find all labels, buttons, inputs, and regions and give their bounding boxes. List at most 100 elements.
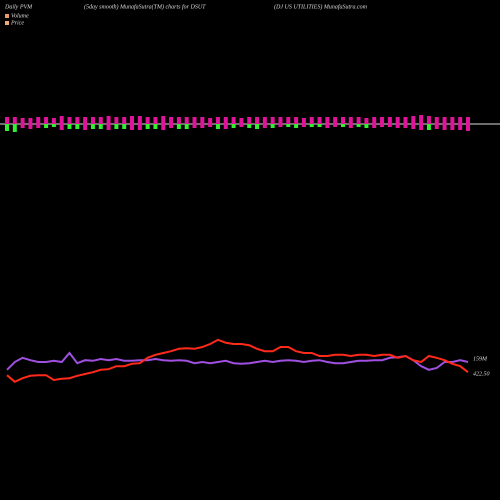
- down-bar: [286, 124, 291, 127]
- up-bar: [90, 117, 95, 124]
- end-label: 422.50: [473, 371, 490, 378]
- down-bar: [247, 124, 252, 128]
- up-bar: [333, 117, 338, 124]
- up-bar: [192, 117, 197, 124]
- down-bar: [356, 124, 361, 127]
- up-bar: [83, 117, 88, 124]
- up-bar: [106, 116, 111, 124]
- down-bar: [270, 124, 275, 128]
- down-bar: [426, 124, 431, 130]
- down-bar: [419, 124, 424, 130]
- up-bar: [301, 118, 306, 124]
- up-bar: [419, 115, 424, 124]
- up-bar: [223, 117, 228, 124]
- up-bar: [450, 117, 455, 124]
- down-bar: [51, 124, 56, 127]
- up-bar: [12, 117, 17, 124]
- up-bar: [161, 116, 166, 124]
- down-bar: [458, 124, 463, 130]
- up-bar: [153, 117, 158, 124]
- down-bar: [372, 124, 377, 128]
- up-bar: [231, 117, 236, 124]
- up-bar: [169, 117, 174, 124]
- up-bar: [247, 117, 252, 124]
- down-bar: [223, 124, 228, 129]
- up-bar: [137, 116, 142, 124]
- series-line: [6, 338, 469, 383]
- down-bar: [184, 124, 189, 129]
- down-bar: [348, 124, 353, 128]
- down-bar: [5, 124, 9, 131]
- down-bar: [169, 124, 174, 128]
- down-bar: [450, 124, 455, 130]
- up-bar: [20, 118, 25, 124]
- down-bar: [130, 124, 135, 130]
- down-bar: [12, 124, 17, 132]
- down-bar: [294, 124, 299, 128]
- up-bar: [348, 117, 353, 124]
- up-bar: [411, 116, 416, 124]
- legend-label: Price: [10, 20, 24, 26]
- up-bar: [44, 117, 49, 124]
- up-bar: [380, 117, 385, 124]
- down-bar: [403, 124, 408, 128]
- up-bar: [294, 117, 299, 124]
- up-bar: [176, 117, 181, 124]
- title-left: Daily PVM: [4, 4, 33, 10]
- down-bar: [36, 124, 41, 128]
- down-bar: [325, 124, 330, 128]
- up-bar: [67, 117, 72, 124]
- down-bar: [161, 124, 166, 130]
- up-bar: [286, 117, 291, 124]
- up-bar: [59, 116, 64, 124]
- up-bar: [75, 117, 80, 124]
- up-bar: [208, 118, 213, 124]
- title-right: (DJ US UTILITIES) MunafaSutra.com: [274, 3, 368, 10]
- down-bar: [395, 124, 400, 128]
- down-bar: [380, 124, 385, 127]
- title: (5day smooth) MunafaSutra(TM) charts for…: [84, 3, 206, 10]
- down-bar: [333, 124, 338, 127]
- down-bar: [231, 124, 236, 128]
- up-bar: [434, 117, 439, 124]
- down-bar: [215, 124, 220, 129]
- up-bar: [466, 117, 470, 124]
- down-bar: [90, 124, 95, 129]
- up-bar: [114, 117, 119, 124]
- down-bar: [192, 124, 197, 128]
- series-line: [6, 351, 469, 371]
- up-bar: [36, 117, 41, 124]
- up-bar: [51, 118, 56, 124]
- down-bar: [309, 124, 314, 127]
- up-bar: [200, 117, 205, 124]
- up-bar: [356, 117, 361, 124]
- up-bar: [317, 117, 322, 124]
- up-bar: [5, 117, 9, 124]
- up-bar: [270, 117, 275, 124]
- up-bar: [122, 117, 127, 124]
- down-bar: [364, 124, 369, 128]
- down-bar: [75, 124, 80, 129]
- up-bar: [387, 117, 392, 124]
- up-bar: [278, 117, 283, 124]
- up-bar: [325, 117, 330, 124]
- down-bar: [28, 124, 33, 129]
- legend-swatch: [5, 14, 9, 18]
- down-bar: [208, 124, 213, 127]
- down-bar: [317, 124, 322, 127]
- up-bar: [98, 117, 103, 124]
- up-bar: [458, 117, 463, 124]
- down-bar: [239, 124, 244, 127]
- down-bar: [301, 124, 306, 127]
- down-bar: [83, 124, 88, 130]
- up-bar: [215, 117, 220, 124]
- legend-swatch: [5, 21, 9, 25]
- up-bar: [184, 117, 189, 124]
- down-bar: [442, 124, 447, 130]
- down-bar: [466, 124, 470, 131]
- up-bar: [426, 116, 431, 124]
- down-bar: [176, 124, 181, 129]
- down-bar: [255, 124, 260, 129]
